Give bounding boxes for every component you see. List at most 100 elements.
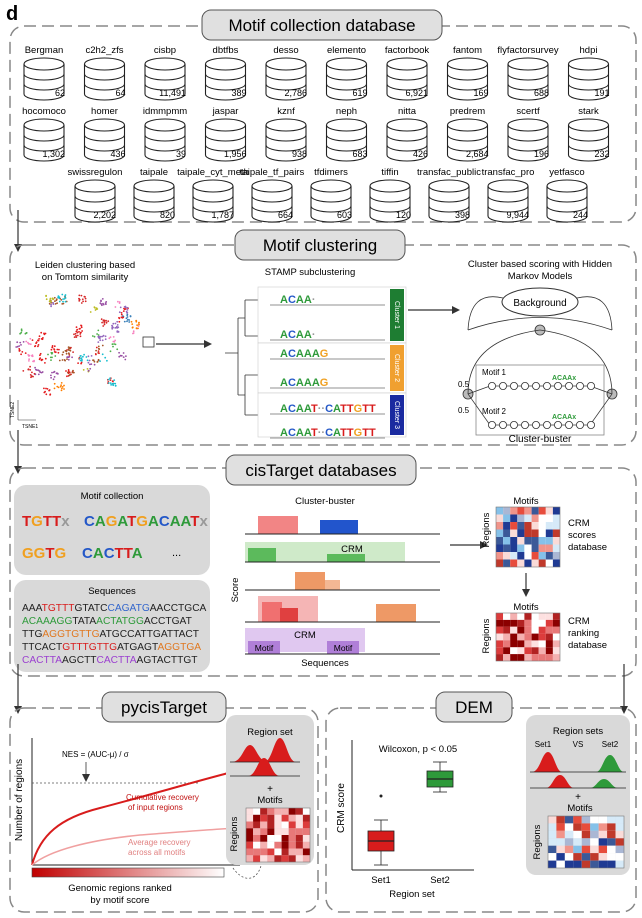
ranked-regions-gradient xyxy=(31,867,225,878)
database-name: tiffin xyxy=(381,167,398,178)
heatmap-cell xyxy=(573,853,582,861)
matrix1-desc-2: scores xyxy=(568,530,596,541)
cylinder-ring xyxy=(568,134,609,142)
tsne-point xyxy=(45,298,48,301)
tsne-point xyxy=(109,336,112,338)
heatmap-cell xyxy=(581,860,591,868)
tsne-point xyxy=(60,299,63,301)
stamp-clusters: Cluster 1 ACAA· ACAA· Cluster 2 ACAAAG ACAAAG… xyxy=(257,286,407,439)
motif-db-title-box xyxy=(201,9,443,41)
tsne-point xyxy=(79,357,81,360)
heatmap-cell xyxy=(302,808,310,815)
tsne-point xyxy=(49,297,52,300)
tsne-point xyxy=(64,359,66,362)
tsne-point xyxy=(75,334,77,337)
tsne-point xyxy=(29,369,32,371)
cistarget-motif-logo: CAGATG xyxy=(84,513,148,530)
heatmap-cell xyxy=(573,830,582,839)
tsne-point xyxy=(93,363,96,366)
heatmap-cell xyxy=(545,559,553,567)
tsne-point xyxy=(43,332,45,335)
database-cylinder: tfdimers 603 xyxy=(310,167,352,223)
tsne-point xyxy=(38,335,41,338)
heatmap-cell xyxy=(581,823,591,831)
heatmap-cell xyxy=(573,816,582,824)
cylinder-top xyxy=(133,179,175,193)
database-cylinder: predrem 2,684 xyxy=(446,106,489,162)
heatmap-cell xyxy=(552,559,560,567)
heatmap-cell xyxy=(538,640,546,648)
heatmap-cell xyxy=(531,559,539,567)
database-count: 426 xyxy=(413,149,428,159)
cistarget-motif-logo: CACTTA xyxy=(82,545,143,562)
database-name: transfac_pro xyxy=(482,167,535,178)
tsne-point xyxy=(132,330,135,333)
motif-collection-box xyxy=(14,485,210,575)
heatmap-cell xyxy=(615,823,624,831)
tsne-point xyxy=(19,341,22,344)
hmm-prob-1: 0.5 xyxy=(458,380,470,389)
cylinder-ring xyxy=(507,134,549,142)
tsne-point xyxy=(82,300,84,303)
database-count: 2,786 xyxy=(284,88,307,98)
cylinder-ring xyxy=(205,73,246,81)
tsne-point xyxy=(43,391,46,394)
cylinder-ring xyxy=(205,134,246,142)
heatmap-cell xyxy=(517,529,525,537)
heatmap-cell xyxy=(503,626,511,634)
hmm-outer-arc xyxy=(467,329,613,395)
cistarget-motif-logo: GGTG xyxy=(22,545,66,562)
stamp-motif-logo: ACAAT··CATTGTT xyxy=(280,403,376,415)
cylinder-body xyxy=(310,186,352,223)
hmm-state xyxy=(554,420,563,429)
stamp-cluster-label: Cluster 1 xyxy=(393,301,400,329)
stamp-cluster-frame xyxy=(257,286,407,344)
heatmap-cell xyxy=(581,830,591,839)
tsne-point xyxy=(128,321,131,323)
tsne-point xyxy=(62,351,65,354)
cylinder-body xyxy=(204,64,247,101)
tsne-point xyxy=(109,379,112,381)
heatmap-cell xyxy=(538,522,546,530)
tsne-point xyxy=(37,345,39,348)
heatmap-cell xyxy=(260,808,268,815)
tsne-point xyxy=(97,358,100,361)
database-count: 191 xyxy=(594,88,609,98)
tsne-zoom-box xyxy=(142,336,155,348)
tsne-point xyxy=(61,353,64,356)
heatmap-cell xyxy=(615,816,624,824)
hmm-background-state xyxy=(501,287,579,317)
tsne-point xyxy=(89,311,92,313)
tsne-point xyxy=(28,360,30,362)
pyct-ylabel: Number of regions xyxy=(14,759,25,841)
hmm-state xyxy=(487,420,496,429)
heatmap-cell xyxy=(531,613,539,620)
cylinder-body xyxy=(23,64,65,101)
heatmap-cell xyxy=(531,619,539,627)
tsne-point xyxy=(72,369,74,372)
cylinder-body xyxy=(325,125,368,162)
hmm-chain-entry xyxy=(467,385,491,395)
tsne-point xyxy=(114,382,117,385)
heatmap-cell xyxy=(545,626,553,634)
heatmap-cell xyxy=(253,848,261,856)
cylinder-ring xyxy=(251,205,293,213)
heatmap-cell xyxy=(573,860,582,868)
crm-ranking-matrix xyxy=(495,612,561,662)
tsne-point xyxy=(48,389,51,391)
tsne-point xyxy=(117,300,119,303)
heatmap-cell xyxy=(590,838,599,846)
heatmap-cell xyxy=(288,841,296,849)
tsne-point xyxy=(132,332,134,335)
tsne-point xyxy=(57,351,60,354)
tsne-point xyxy=(95,308,98,310)
heatmap-cell xyxy=(267,821,275,829)
heatmap-cell xyxy=(590,830,599,839)
cylinder-ring xyxy=(487,195,529,203)
tsne-point xyxy=(53,376,56,378)
tsne-point xyxy=(50,303,52,306)
tsne-point xyxy=(30,375,33,377)
tsne-point xyxy=(24,332,27,335)
tsne-point xyxy=(101,344,104,347)
database-count: 603 xyxy=(337,210,352,220)
